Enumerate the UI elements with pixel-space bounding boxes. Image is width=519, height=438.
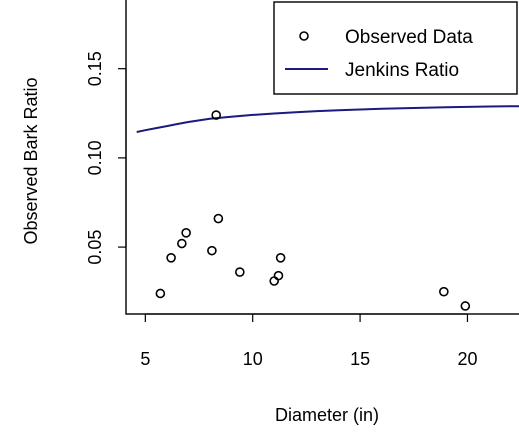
legend-jenkins-label: Jenkins Ratio <box>345 60 459 81</box>
observed-data-point <box>166 253 176 263</box>
y-tick-label: 0.15 <box>85 51 105 86</box>
x-axis-title: Diameter (in) <box>275 405 379 425</box>
plot-frame <box>125 0 519 315</box>
observed-data-point <box>181 228 191 238</box>
legend-box <box>273 1 518 95</box>
legend: Observed Data Jenkins Ratio <box>273 1 518 95</box>
observed-data-point <box>211 110 221 120</box>
y-tick-label: 0.05 <box>85 230 105 265</box>
observed-data-point <box>439 286 449 297</box>
observed-data-point <box>177 238 187 249</box>
observed-data-point <box>235 267 245 277</box>
x-tick-label: 15 <box>350 349 370 369</box>
jenkins-ratio-line <box>136 105 519 133</box>
y-axis: 0.05 0.10 0.15 <box>85 51 127 265</box>
x-tick-label: 20 <box>457 349 477 369</box>
jenkins-ratio-series <box>136 105 519 133</box>
observed-data-point <box>460 301 471 311</box>
observed-data-point <box>207 245 217 256</box>
y-tick-label: 0.10 <box>85 140 105 175</box>
legend-observed-marker <box>299 31 309 41</box>
observed-data-point <box>155 288 166 299</box>
x-tick-label: 10 <box>243 349 263 369</box>
observed-data-point <box>213 213 224 224</box>
y-axis-title: Observed Bark Ratio <box>21 77 41 244</box>
observed-data-point <box>273 270 284 281</box>
observed-data-point <box>275 253 286 263</box>
x-tick-label: 5 <box>140 349 150 369</box>
legend-observed-label: Observed Data <box>345 27 473 48</box>
observed-data-series <box>155 110 471 311</box>
